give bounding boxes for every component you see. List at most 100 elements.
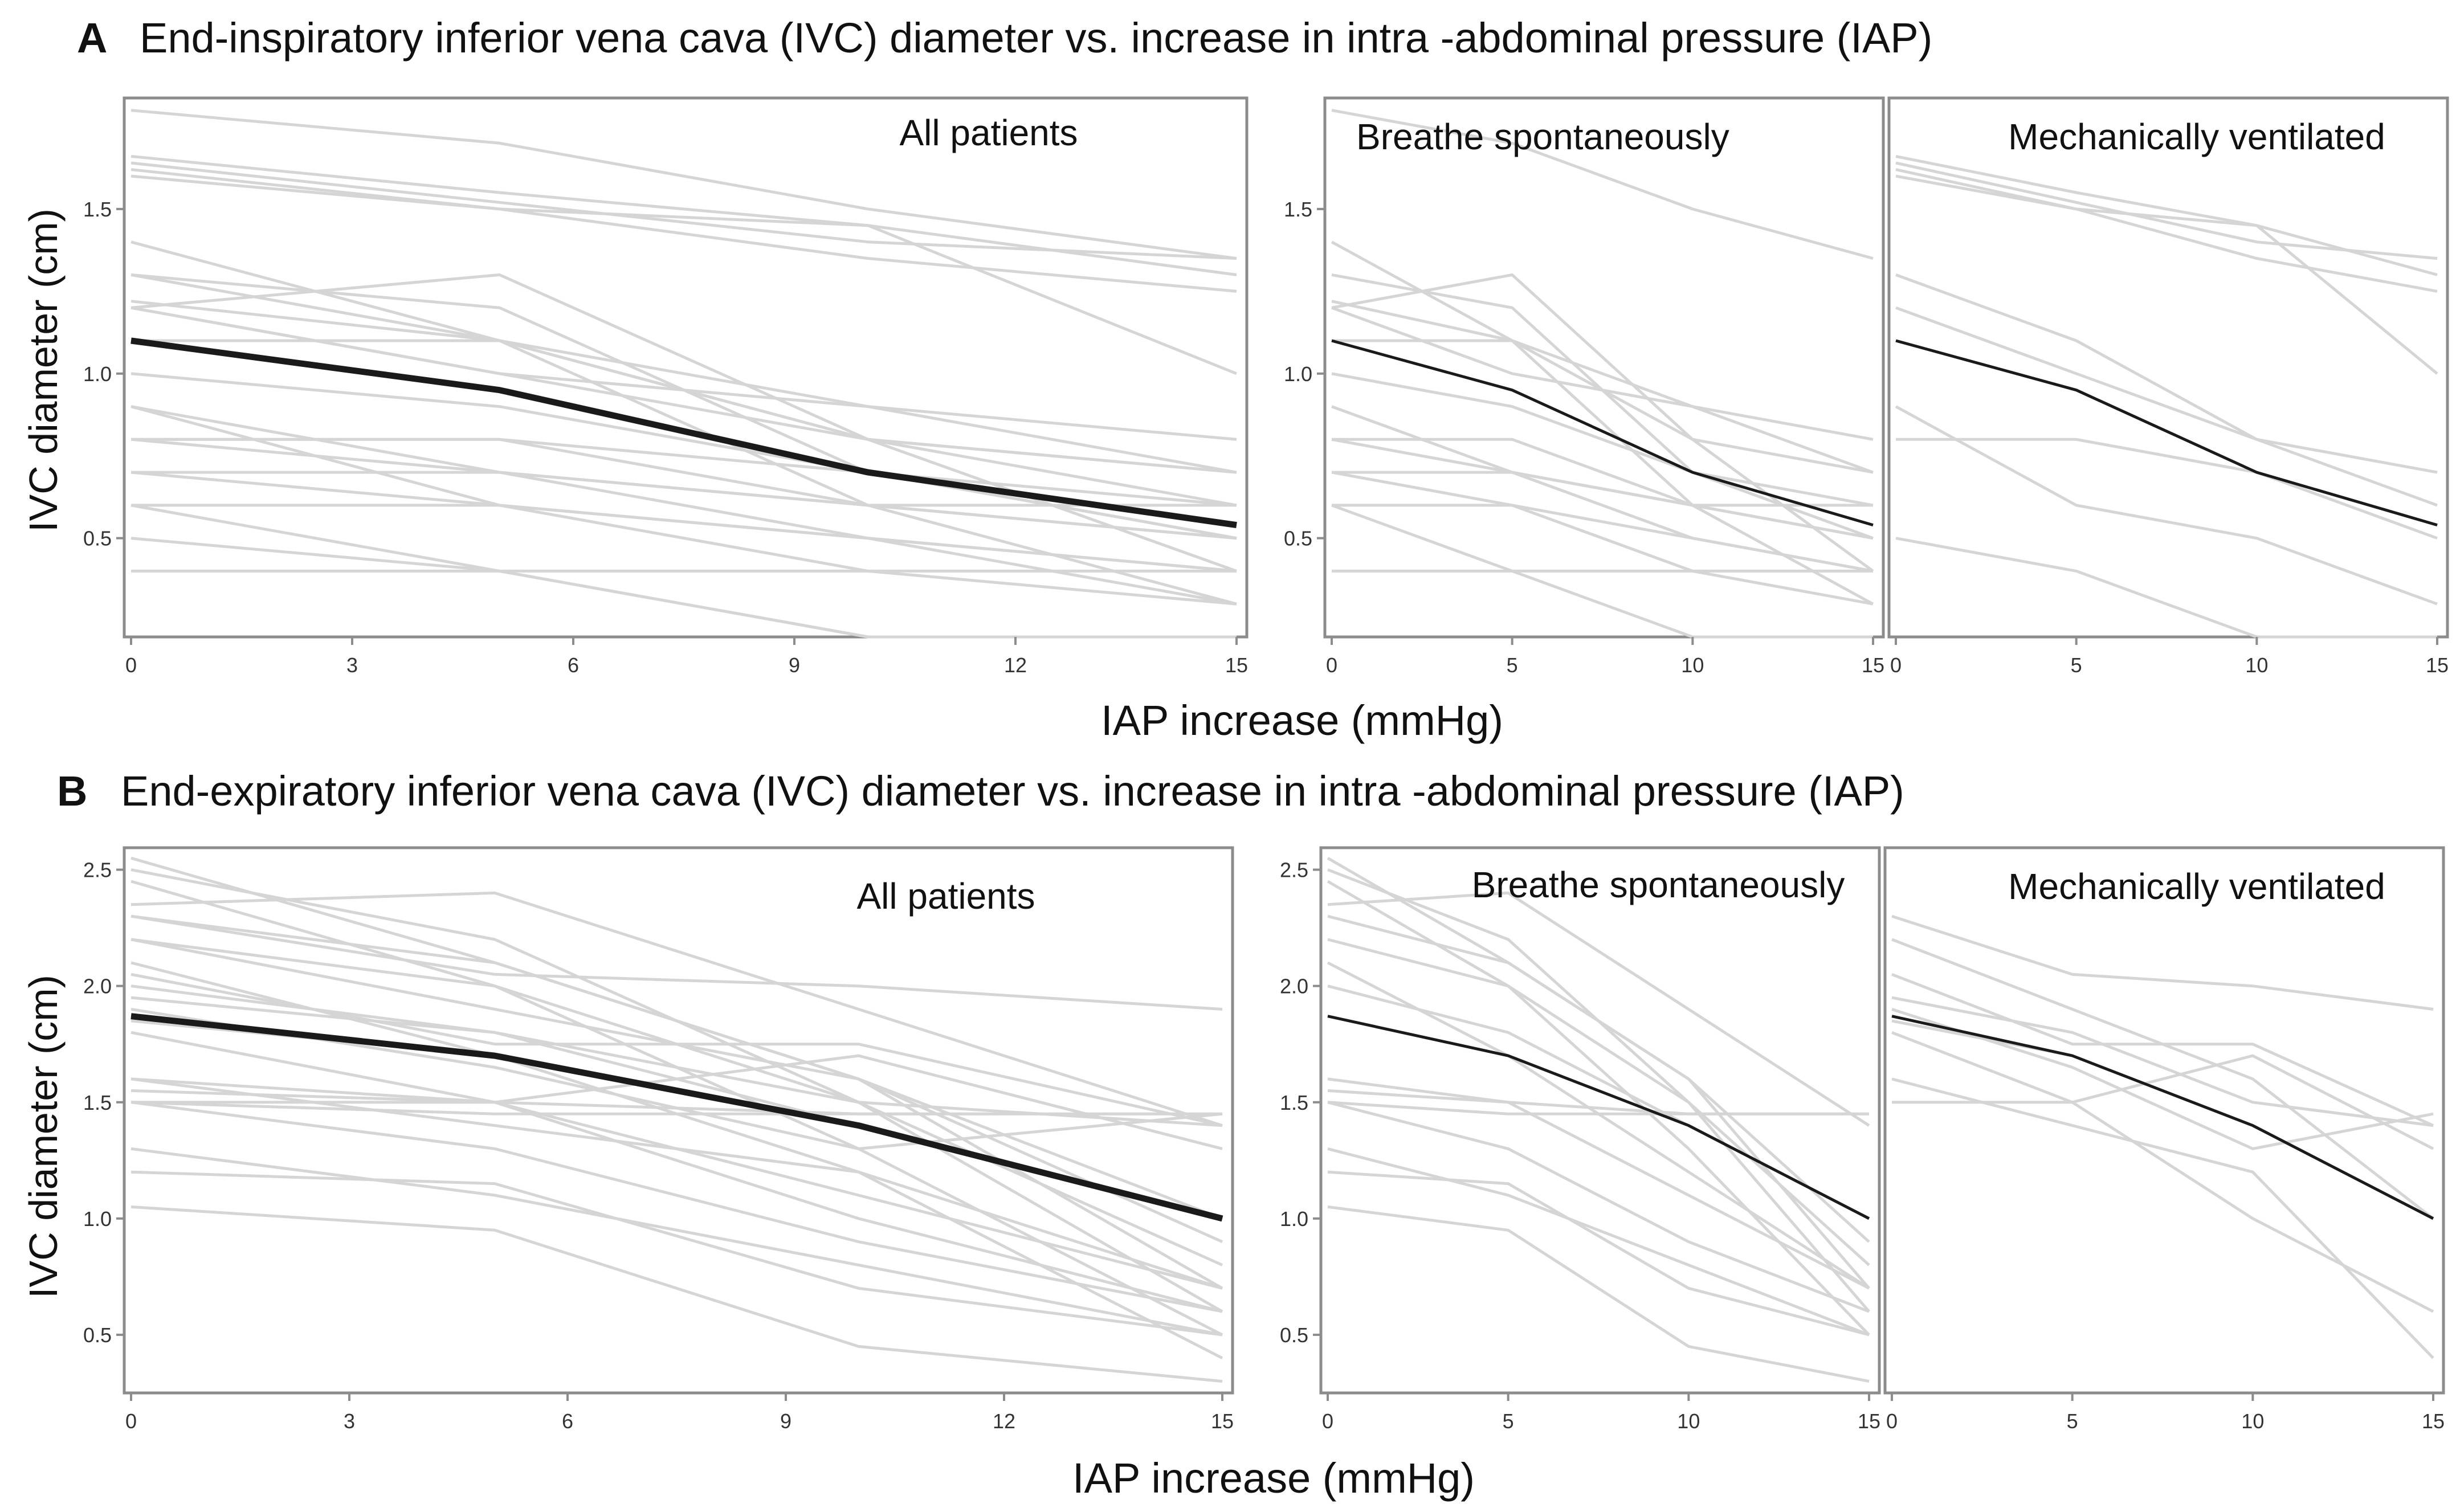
y-tick-label: 2.5 [1280,859,1308,882]
x-tick-label: 0 [1326,653,1337,677]
chart-panel-b-all-patients: 0 3 6 9 12 15 0.5 1.0 1.5 2.0 2.5 All patients [83,846,1234,1433]
x-tick-label: 15 [2422,1409,2445,1433]
group-title: Mechanically ventilated [2008,116,2385,157]
y-tick-label: 2.5 [83,859,112,882]
y-tick-label: 1.0 [1284,362,1312,386]
patient-line-s1 [1331,109,1874,260]
patient-line-m8 [1895,405,2438,606]
x-tick-label: 10 [2241,1409,2264,1433]
x-tick-label: 15 [2426,653,2449,677]
x-tick-label: 5 [1503,1409,1514,1433]
x-tick-label: 9 [789,653,800,677]
patient-line-m2 [130,161,1237,260]
patient-line-s14 [1327,1147,1870,1337]
patient-line-s5 [130,914,1223,1243]
x-tick-label: 3 [346,653,358,677]
patient-line-s8 [130,372,1237,507]
x-tick-label: 5 [2067,1409,2078,1433]
mean-line [1891,1015,2434,1220]
patient-line-s16 [1327,1205,1870,1383]
patient-line-s5 [1327,914,1870,1243]
mean-line [1895,339,2438,526]
patient-line-m3 [1891,972,2434,1127]
plot-frame [1323,96,1885,639]
x-tick-label: 12 [1004,653,1027,677]
patient-line-m5 [130,273,1237,474]
patient-line-m9 [131,438,1237,540]
patient-line-s4 [130,891,1223,1127]
patient-line-m3 [130,972,1223,1127]
patient-line-s13 [130,471,1237,606]
patient-line-m4 [1891,996,2434,1127]
patient-line-m4 [130,996,1223,1127]
panel-a-x-axis-label: IAP increase (mmHg) [1101,697,1503,744]
patient-line-m4 [1895,174,2438,293]
patient-line-m9 [1896,438,2438,540]
x-tick-label: 3 [344,1409,355,1433]
x-tick-label: 5 [1507,653,1518,677]
chart-panel-a-breathe-spontaneously: 0 5 10 15 0.5 1.0 1.5 Breathe spontaneously [1284,96,1885,677]
x-tick-label: 0 [1890,653,1902,677]
mean-line [1327,1015,1870,1220]
patient-line-s15 [1327,1170,1870,1337]
patient-line-s12 [1332,471,1873,507]
patient-line-m3 [130,168,1237,375]
x-tick-label: 10 [1681,653,1704,677]
y-tick-label: 0.5 [1280,1323,1308,1347]
panel-a-y-axis-label: IVC diameter (cm) [21,209,66,532]
patient-line-s16 [130,1205,1223,1383]
y-tick-label: 0.5 [83,527,112,550]
y-tick-label: 2.0 [83,975,112,998]
patient-line-s8 [1331,372,1874,507]
x-tick-label: 9 [780,1409,792,1433]
group-title: All patients [856,876,1035,917]
x-tick-label: 6 [562,1409,573,1433]
x-tick-label: 0 [125,1409,137,1433]
chart-panel-a-mechanically-ventilated: 0 5 10 15 Mechanically ventilated [1887,96,2449,677]
y-tick-label: 1.0 [83,362,112,386]
patient-line-s6 [1327,938,1870,1266]
patient-line-s14 [1332,504,1874,573]
panel-b-letter: B [57,767,87,815]
panel-b-x-axis-label: IAP increase (mmHg) [1072,1454,1475,1502]
patient-line-m3 [1895,168,2438,375]
x-tick-label: 10 [2245,653,2268,677]
group-title: Breathe spontaneously [1472,864,1845,905]
chart-panel-b-breathe-spontaneously: 0 5 10 15 0.5 1.0 1.5 2.0 2.5 Breathe spontaneous… [1280,846,1881,1433]
patient-line-s15 [130,1170,1223,1337]
patient-line-s4 [1327,891,1870,1127]
patient-line-m1 [130,914,1223,1011]
mean-line [1331,339,1874,526]
group-title: All patients [899,112,1078,153]
y-tick-label: 1.0 [1280,1207,1308,1231]
mean-line [130,337,1237,529]
patient-line-m2 [1895,161,2438,260]
patient-line-m1 [1891,914,2434,1011]
panel-b-y-axis-label: IVC diameter (cm) [21,975,66,1298]
patient-line-s13 [1327,1101,1870,1313]
x-tick-label: 15 [1858,1409,1880,1433]
plot-frame [1319,846,1881,1395]
group-title: Breathe spontaneously [1356,116,1729,157]
group-title: Mechanically ventilated [2008,866,2385,907]
panel-a-letter: A [77,14,107,62]
chart-panel-a-all-patients: 0 3 6 9 12 15 0.5 1.0 1.5 All patients [83,96,1249,677]
x-tick-label: 12 [993,1409,1015,1433]
y-tick-label: 1.5 [1284,198,1312,221]
patient-line-s14 [130,1147,1223,1337]
patient-line-s11 [1327,1089,1870,1290]
y-tick-label: 2.0 [1280,975,1308,998]
patient-line-m5 [1895,273,2438,474]
panel-a-title: End-inspiratory inferior vena cava (IVC)… [140,14,1932,62]
chart-panel-b-mechanically-ventilated: 0 5 10 15 Mechanically ventilated [1883,846,2445,1433]
patient-line-m6 [130,306,1237,507]
y-tick-label: 1.0 [83,1207,112,1231]
panel-b-title: End-expiratory inferior vena cava (IVC) … [121,767,1904,815]
patient-line-s1 [130,109,1237,260]
y-tick-label: 0.5 [83,1323,112,1347]
x-tick-label: 6 [568,653,579,677]
x-tick-label: 10 [1677,1409,1700,1433]
x-tick-label: 15 [1225,653,1248,677]
